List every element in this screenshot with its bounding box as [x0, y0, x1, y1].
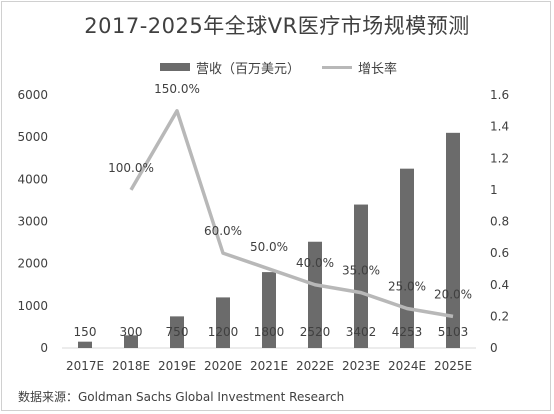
x-tick-label: 2019E	[158, 359, 196, 373]
revenue-value-label: 5103	[438, 325, 469, 339]
x-tick-label: 2023E	[342, 359, 380, 373]
revenue-value-label: 3402	[346, 325, 377, 339]
revenue-value-label: 4253	[392, 325, 423, 339]
legend-bar-swatch	[160, 63, 190, 71]
y-right-tick-label: 0.2	[490, 309, 509, 323]
x-tick-label: 2022E	[296, 359, 334, 373]
y-right-tick-label: 1	[490, 183, 498, 197]
y-left-tick-label: 6000	[17, 88, 48, 102]
x-tick-label: 2018E	[112, 359, 150, 373]
growth-rate-line	[129, 109, 454, 319]
growth-rate-label: 60.0%	[204, 224, 242, 238]
bar	[78, 341, 92, 348]
y-left-tick-label: 2000	[17, 257, 48, 271]
y-right-tick-label: 0.4	[490, 278, 509, 292]
x-tick-label: 2017E	[66, 359, 104, 373]
source-note: 数据来源：Goldman Sachs Global Investment Res…	[18, 390, 345, 404]
y-right-tick-label: 0.6	[490, 246, 509, 260]
revenue-value-label: 150	[74, 325, 97, 339]
legend-line-label: 增长率	[358, 61, 398, 77]
y-right-tick-label: 1.6	[490, 88, 509, 102]
x-tick-label: 2025E	[434, 359, 472, 373]
growth-rate-label: 150.0%	[154, 82, 200, 96]
growth-rate-label: 20.0%	[434, 287, 472, 301]
bar	[400, 168, 414, 348]
y-right-tick-label: 0.8	[490, 215, 509, 229]
bar	[216, 297, 230, 348]
y-right-tick-label: 1.4	[490, 120, 509, 134]
bar	[262, 272, 276, 348]
legend-bar-label: 营收（百万美元）	[196, 61, 301, 77]
growth-rate-label: 40.0%	[296, 256, 334, 270]
revenue-value-label: 750	[166, 325, 189, 339]
x-tick-label: 2024E	[388, 359, 426, 373]
revenue-value-label: 300	[120, 325, 143, 339]
growth-rate-label: 25.0%	[388, 279, 426, 293]
bar	[170, 316, 184, 348]
growth-rate-label: 35.0%	[342, 264, 380, 278]
bar	[124, 335, 138, 348]
chart-legend: 营收（百万美元） 增长率	[160, 58, 398, 77]
revenue-value-label: 1200	[208, 325, 239, 339]
legend-line-swatch	[322, 65, 353, 69]
revenue-value-label: 1800	[254, 325, 285, 339]
y-left-tick-label: 4000	[17, 172, 48, 186]
bar	[446, 132, 460, 348]
y-left-tick-label: 3000	[17, 215, 48, 229]
bar	[308, 241, 322, 348]
x-tick-label: 2021E	[250, 359, 288, 373]
bar	[354, 204, 368, 348]
x-tick-label: 2020E	[204, 359, 242, 373]
growth-rate-label: 50.0%	[250, 240, 288, 254]
y-left-tick-label: 5000	[17, 130, 48, 144]
y-left-tick-label: 1000	[17, 299, 48, 313]
revenue-value-label: 2520	[300, 325, 331, 339]
chart-title: 2017-2025年全球VR医疗市场规模预测	[84, 14, 470, 38]
y-right-tick-label: 0	[490, 341, 498, 355]
growth-rate-label: 100.0%	[108, 161, 154, 175]
y-left-tick-label: 0	[40, 341, 48, 355]
y-right-tick-label: 1.2	[490, 151, 509, 165]
